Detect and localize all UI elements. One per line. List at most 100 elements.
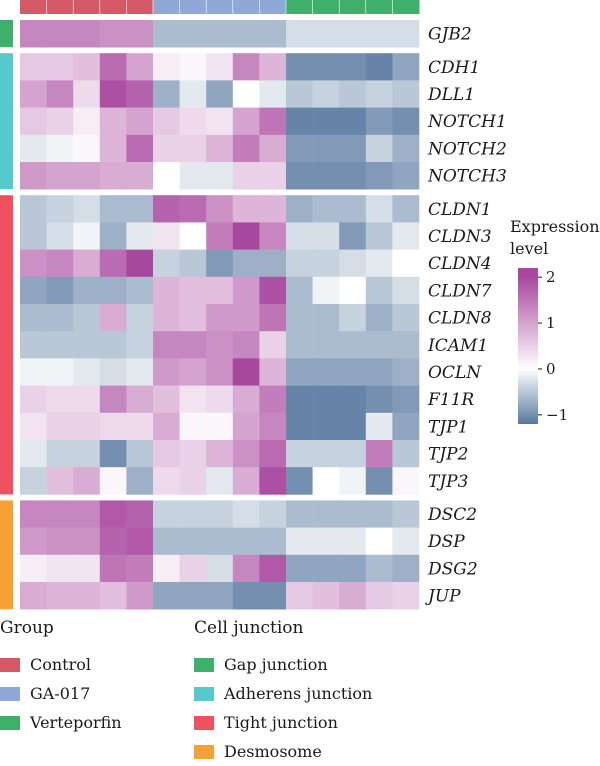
- heatmap-cell: [365, 249, 393, 278]
- heatmap-cell: [46, 162, 74, 190]
- heatmap-cell: [232, 500, 260, 528]
- junction-legend-swatch: [194, 686, 214, 701]
- gene-label: CLDN4: [428, 254, 492, 274]
- heatmap-cell: [339, 500, 367, 528]
- heatmap-cell: [232, 249, 260, 278]
- heatmap-cell: [259, 304, 287, 332]
- heatmap-cell: [286, 358, 313, 386]
- heatmap-cell: [259, 554, 287, 583]
- heatmap-cell: [179, 134, 207, 163]
- group-annotation-cell: [339, 0, 367, 14]
- heatmap-cell: [286, 554, 313, 583]
- heatmap-cell: [126, 467, 154, 495]
- heatmap-cell: [20, 527, 47, 556]
- junction-legend-swatch: [194, 657, 214, 672]
- heatmap-cell: [179, 331, 207, 359]
- heatmap-cell: [126, 222, 154, 250]
- heatmap-cell: [392, 412, 420, 441]
- colorbar-tick-label: 2: [546, 268, 556, 286]
- heatmap-cell: [365, 20, 393, 48]
- junction-legend-label: Adherens junction: [224, 684, 373, 703]
- heatmap-cell: [73, 412, 101, 441]
- heatmap-cell: [99, 331, 127, 359]
- heatmap-cell: [179, 222, 207, 250]
- heatmap-cell: [20, 385, 47, 414]
- heatmap-cell: [46, 107, 74, 136]
- heatmap-cell: [73, 53, 101, 81]
- heatmap-cell: [206, 500, 234, 528]
- heatmap-cell: [259, 500, 287, 528]
- gene-label: NOTCH3: [427, 167, 507, 187]
- heatmap-cell: [339, 412, 367, 441]
- heatmap-cell: [46, 134, 74, 163]
- heatmap-cell: [46, 80, 74, 108]
- heatmap-cell: [179, 527, 207, 556]
- heatmap-cell: [365, 222, 393, 250]
- heatmap-cell: [73, 162, 101, 190]
- heatmap-cell: [99, 554, 127, 583]
- heatmap-cell: [99, 276, 127, 305]
- group-annotation-cell: [392, 0, 420, 14]
- heatmap-cell: [99, 440, 127, 468]
- heatmap-cell: [365, 358, 393, 386]
- junction-legend-swatch: [194, 715, 214, 730]
- heatmap-cell: [46, 554, 74, 583]
- heatmap-cell: [286, 500, 313, 528]
- heatmap-cell: [126, 80, 154, 108]
- junction-annotation-bar: [0, 20, 13, 48]
- heatmap-cell: [339, 304, 367, 332]
- heatmap-cell: [392, 20, 420, 48]
- heatmap-cell: [179, 385, 207, 414]
- heatmap-cell: [392, 134, 420, 163]
- heatmap-cell: [20, 222, 47, 250]
- heatmap-cell: [339, 195, 367, 223]
- heatmap-cell: [20, 107, 47, 136]
- heatmap-cell: [232, 412, 260, 441]
- gene-label: DSP: [427, 532, 465, 552]
- heatmap-cell: [392, 195, 420, 223]
- gene-label: TJP2: [428, 445, 468, 465]
- heatmap-cell: [46, 249, 74, 278]
- heatmap-cell: [20, 358, 47, 386]
- heatmap-cell: [312, 80, 340, 108]
- heatmap-cell: [365, 554, 393, 583]
- heatmap-cell: [259, 53, 287, 81]
- colorbar: [518, 268, 538, 424]
- heatmap-cell: [206, 304, 234, 332]
- heatmap-cell: [126, 304, 154, 332]
- gene-label: DLL1: [427, 85, 475, 105]
- heatmap-cell: [20, 554, 47, 583]
- group-annotation-cell: [259, 0, 287, 14]
- heatmap-cell: [259, 527, 287, 556]
- heatmap-cell: [392, 385, 420, 414]
- heatmap-cell: [365, 162, 393, 190]
- gene-label: TJP3: [428, 472, 468, 492]
- heatmap-cell: [339, 385, 367, 414]
- heatmap-cell: [99, 582, 127, 610]
- heatmap-cell: [99, 80, 127, 108]
- heatmap-cell: [259, 20, 287, 48]
- heatmap-cell: [153, 554, 180, 583]
- heatmap-cell: [259, 195, 287, 223]
- heatmap-cell: [312, 162, 340, 190]
- heatmap-cell: [206, 107, 234, 136]
- heatmap-cell: [46, 582, 74, 610]
- junction-legend-item: Tight junction: [194, 708, 372, 737]
- heatmap-cell: [126, 134, 154, 163]
- heatmap-cell: [206, 53, 234, 81]
- heatmap-cell: [179, 249, 207, 278]
- gene-label: CLDN3: [428, 227, 492, 247]
- heatmap-cell: [365, 582, 393, 610]
- heatmap-cell: [20, 276, 47, 305]
- heatmap-cell: [259, 249, 287, 278]
- heatmap-cell: [312, 582, 340, 610]
- heatmap-cell: [179, 582, 207, 610]
- heatmap-cell: [20, 249, 47, 278]
- heatmap-cell: [206, 80, 234, 108]
- junction-legend-item: Desmosome: [194, 737, 372, 766]
- heatmap-cell: [365, 134, 393, 163]
- heatmap-cell: [20, 440, 47, 468]
- junction-annotation-bar: [0, 195, 13, 495]
- gene-label: CDH1: [428, 58, 480, 78]
- heatmap-cell: [126, 276, 154, 305]
